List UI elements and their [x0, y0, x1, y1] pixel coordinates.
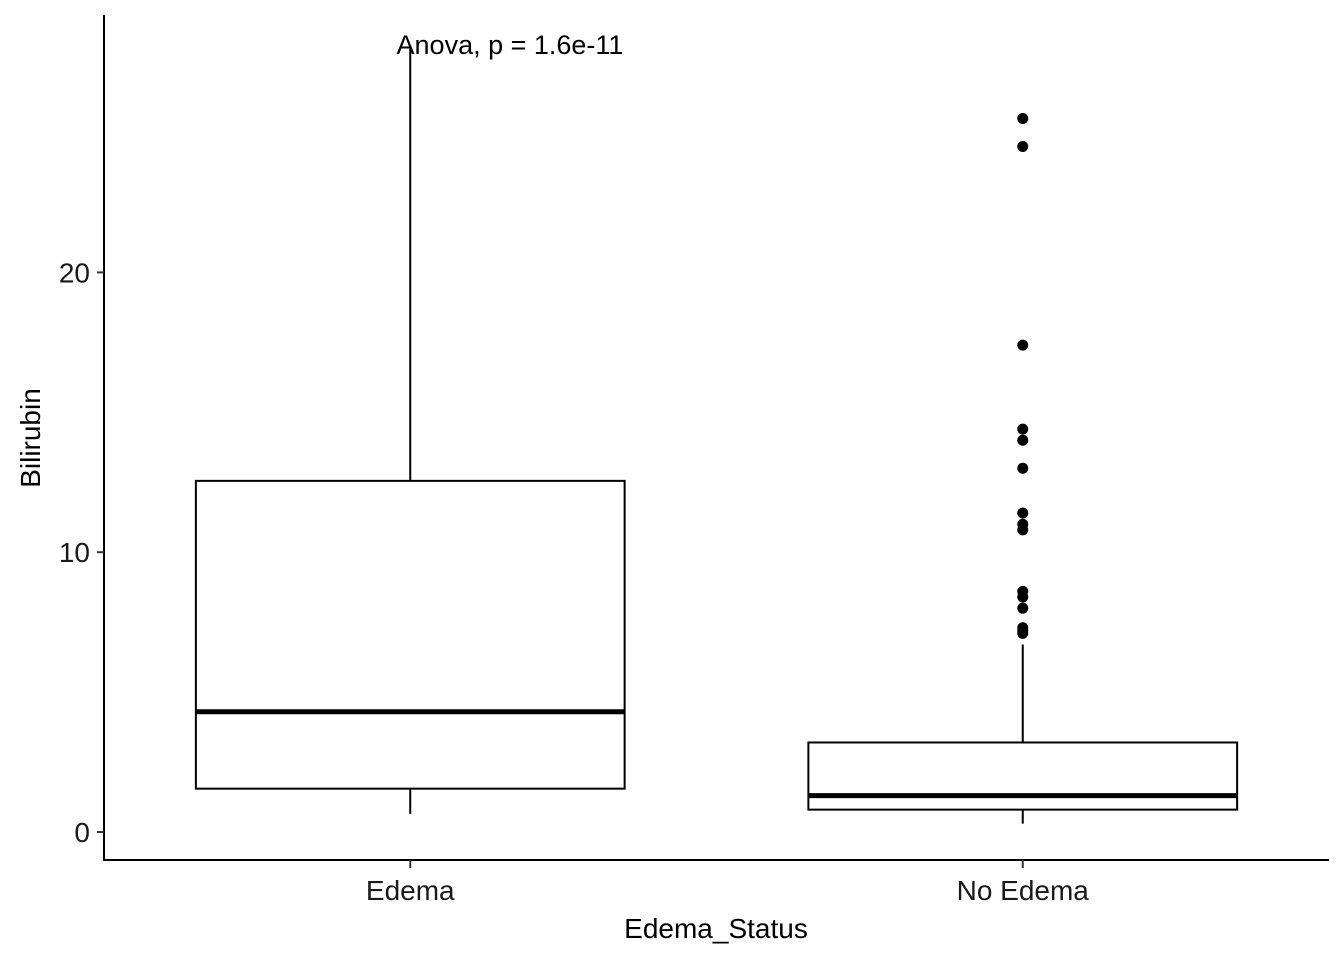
- x-tick-label: No Edema: [957, 875, 1090, 906]
- outlier-point: [1017, 423, 1029, 435]
- plot-area: [194, 48, 1239, 824]
- anova-annotation: Anova, p = 1.6e-11: [397, 30, 624, 60]
- outlier-point: [1017, 462, 1029, 474]
- outlier-point: [1017, 524, 1029, 536]
- outlier-point: [1017, 627, 1029, 639]
- outlier-point: [1017, 113, 1029, 125]
- y-tick-label: 10: [59, 537, 90, 568]
- y-axis-ticks: 0 10 20: [59, 257, 104, 848]
- x-axis-title: Edema_Status: [624, 913, 808, 944]
- x-tick-label: Edema: [366, 875, 455, 906]
- y-tick-label: 20: [59, 257, 90, 288]
- x-axis-ticks: Edema No Edema: [366, 860, 1089, 906]
- y-axis-title: Bilirubin: [15, 388, 46, 488]
- outlier-point: [1017, 141, 1029, 153]
- outlier-point: [1017, 591, 1029, 603]
- y-tick-label: 0: [74, 817, 90, 848]
- box-group: [194, 48, 626, 814]
- box-group: [807, 113, 1239, 824]
- iqr-box: [194, 479, 626, 790]
- outlier-point: [1017, 602, 1029, 614]
- outlier-point: [1017, 339, 1029, 351]
- outlier-point: [1017, 507, 1029, 519]
- outlier-point: [1017, 434, 1029, 446]
- iqr-box: [807, 741, 1239, 811]
